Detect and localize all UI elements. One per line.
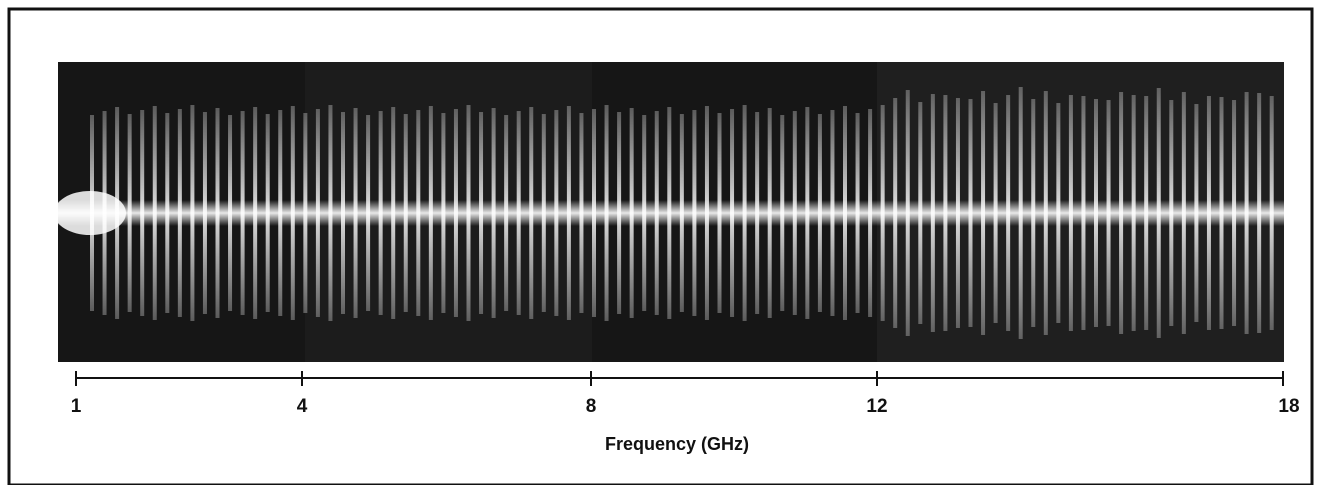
- tick-label: 8: [586, 396, 597, 417]
- tick-label: 18: [1278, 396, 1299, 417]
- axis-title: Frequency (GHz): [605, 434, 749, 454]
- tick-label: 12: [866, 396, 887, 417]
- axis-ticks: 1 4 8 12 18: [71, 371, 1300, 417]
- origin-glow: [54, 191, 126, 235]
- baseline-glow: [58, 200, 1284, 226]
- tick-label: 1: [71, 396, 82, 417]
- tick-label: 4: [297, 396, 308, 417]
